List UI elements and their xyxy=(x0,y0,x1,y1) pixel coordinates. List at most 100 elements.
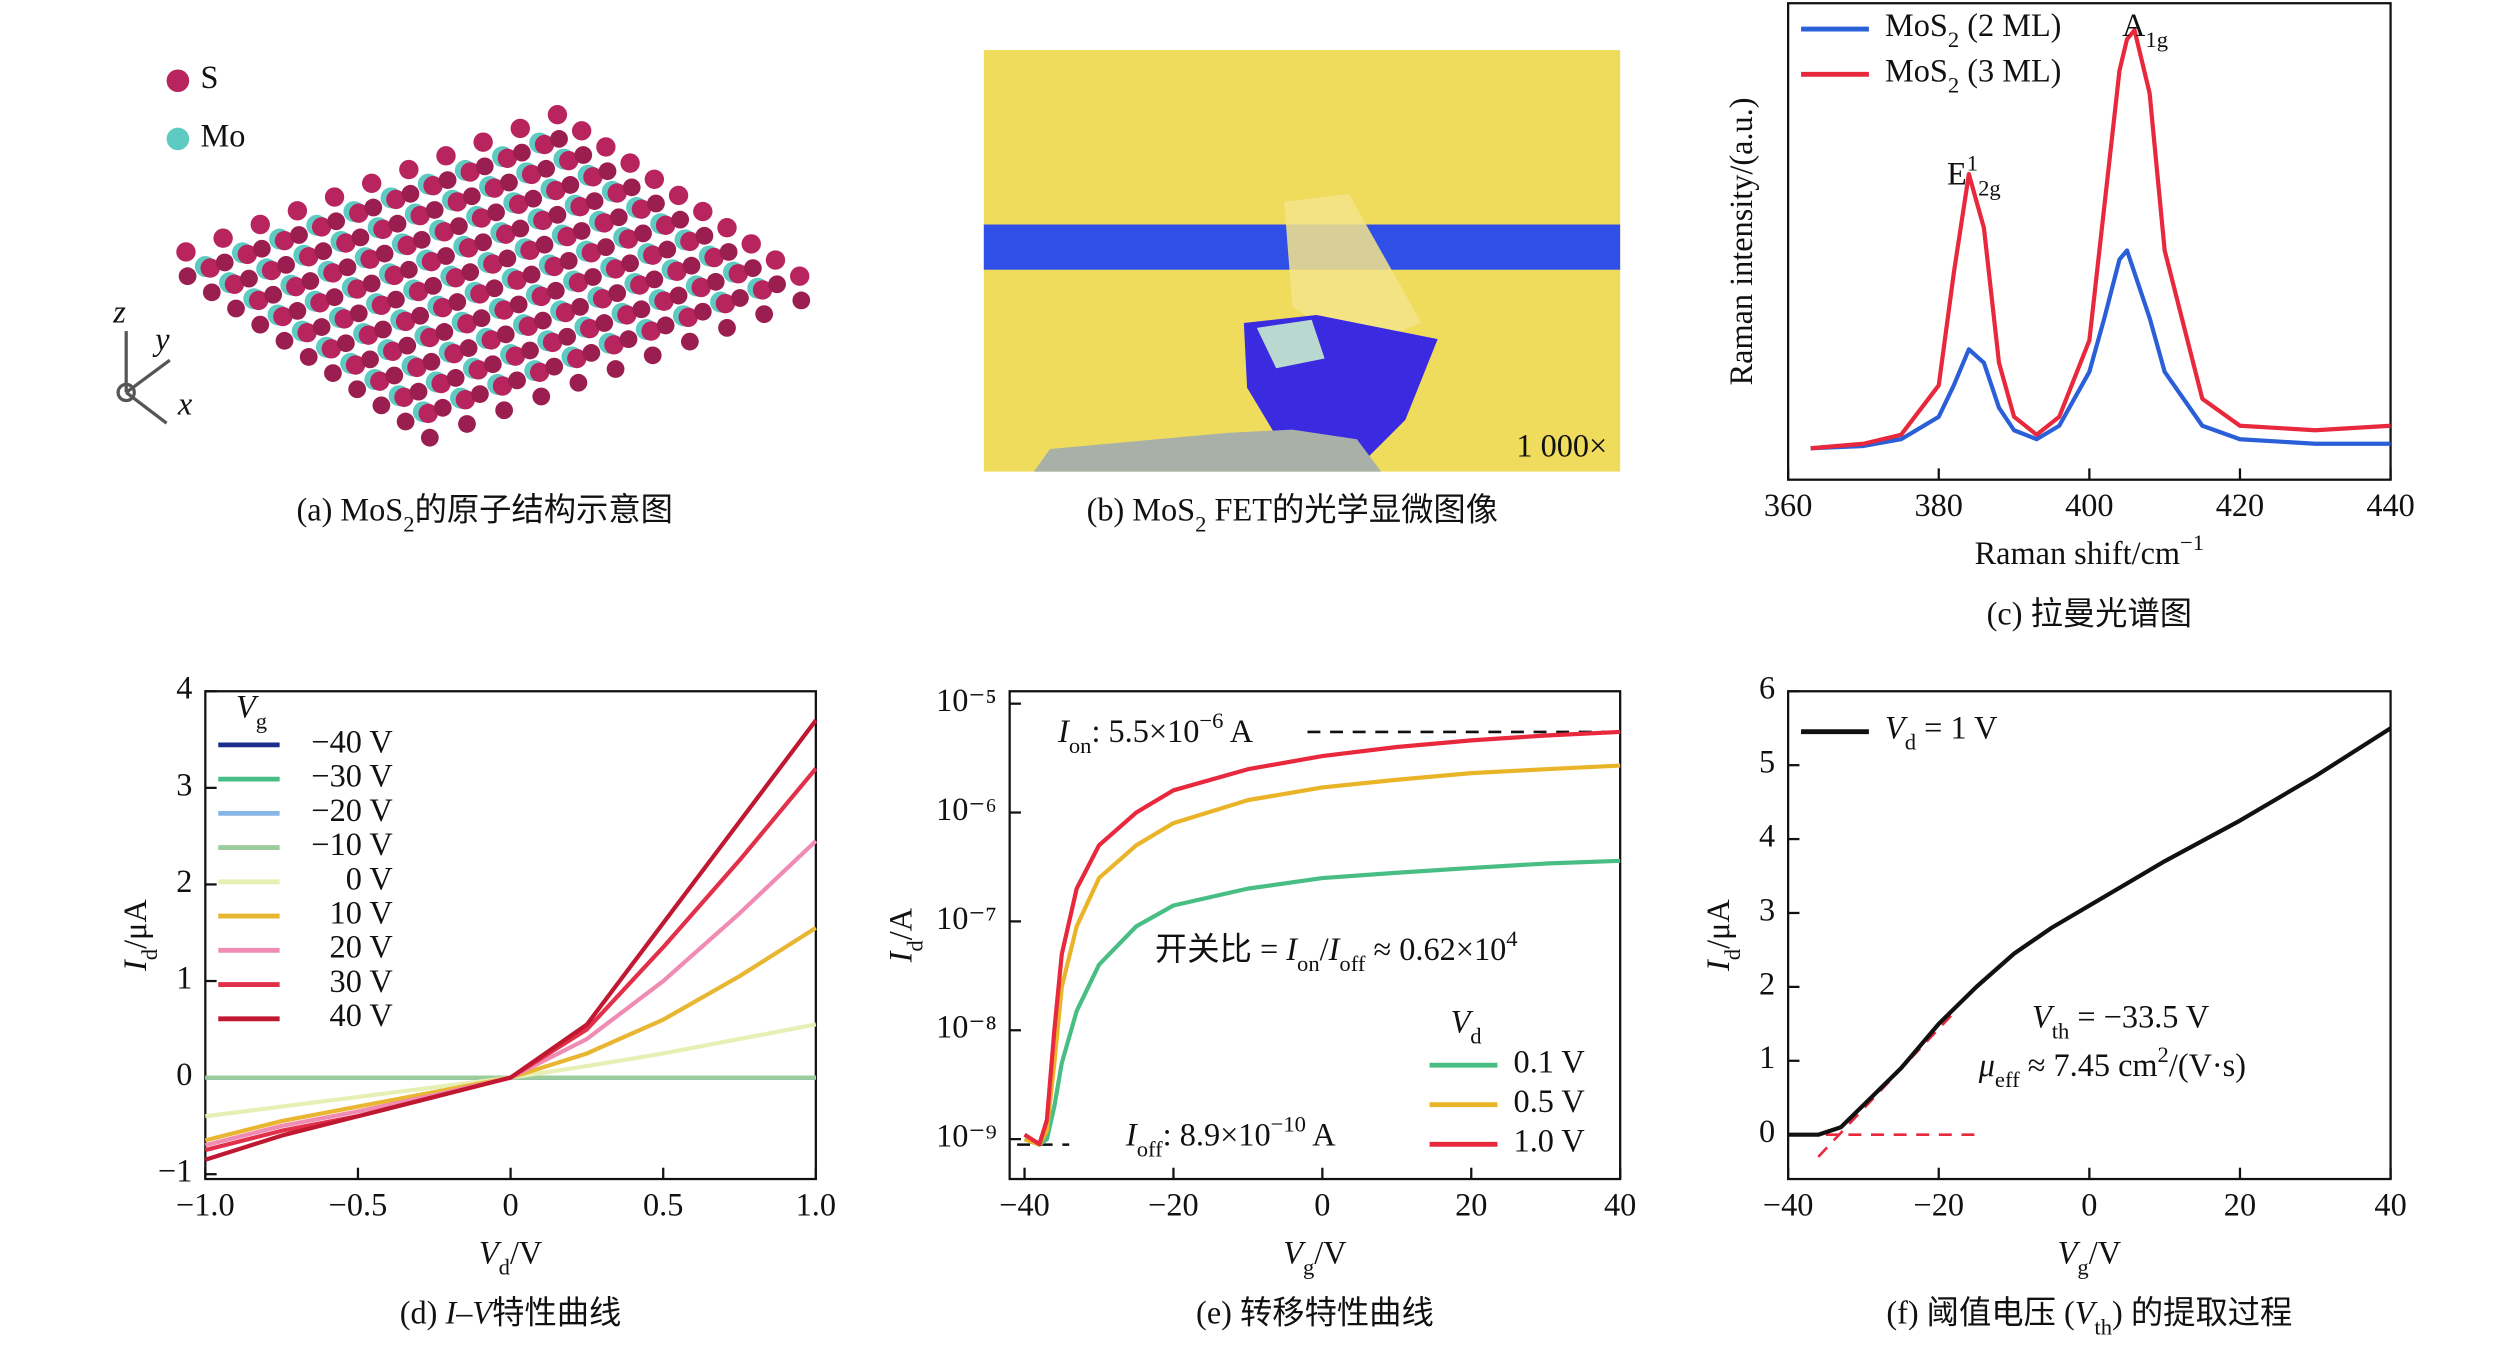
y-tick-label: 10⁻⁵ xyxy=(936,682,997,718)
s-atom xyxy=(474,233,493,252)
s-atom xyxy=(399,260,418,279)
text-part: off xyxy=(1137,1136,1163,1161)
s-atom xyxy=(473,132,493,152)
text-part: d xyxy=(1905,729,1917,754)
s-atom xyxy=(598,162,617,181)
s-atom xyxy=(561,176,580,194)
text-part: / xyxy=(1320,931,1329,967)
x-tick-label: 380 xyxy=(1915,487,1963,523)
s-atom xyxy=(370,371,390,391)
text-part: ≈ 0.62×10 xyxy=(1365,931,1506,967)
s-atom xyxy=(583,167,603,187)
s-atom xyxy=(571,121,592,141)
s-atom xyxy=(459,339,478,357)
s-atom xyxy=(358,325,379,345)
text-part: g xyxy=(1303,1254,1314,1279)
s-atom xyxy=(423,176,443,196)
text-part: I xyxy=(1125,1117,1139,1153)
legend-label: 40 V xyxy=(330,997,393,1033)
s-atom xyxy=(345,355,366,375)
s-atom xyxy=(580,318,600,339)
annotation: Ioff: 8.9×10−10 A xyxy=(1125,1111,1336,1161)
s-atom xyxy=(533,210,553,231)
text-part: 1 xyxy=(1967,150,1978,175)
text-part: eff xyxy=(1995,1067,2020,1092)
s-atom xyxy=(495,401,514,420)
series-line xyxy=(1023,858,1621,1147)
s-atom xyxy=(314,242,333,261)
text-part: FET的光学显微图像 xyxy=(1206,492,1498,528)
legend-label: MoS2 (2 ML) xyxy=(1885,7,2061,51)
s-atom xyxy=(382,341,403,361)
x-tick-label: 0 xyxy=(2081,1187,2097,1223)
s-atom xyxy=(719,243,738,261)
s-atom xyxy=(250,214,270,235)
s-atom xyxy=(668,185,689,206)
s-atom xyxy=(336,334,355,353)
s-atom xyxy=(656,316,675,335)
annotation: A1g xyxy=(2122,7,2168,51)
s-atom xyxy=(500,173,518,192)
caption: (b) MoS2 FET的光学显微图像 xyxy=(1087,492,1498,536)
s-atom xyxy=(420,428,439,447)
text-part: : 8.9×10 xyxy=(1163,1117,1271,1153)
text-part: MoS xyxy=(1885,53,1948,89)
s-atom xyxy=(497,148,518,168)
s-atom xyxy=(531,286,551,307)
series-line xyxy=(204,767,818,1153)
s-atom xyxy=(706,272,725,291)
flake xyxy=(1033,429,1382,472)
y-axis-label: Id/μA xyxy=(1700,899,1744,972)
s-atom xyxy=(596,238,615,256)
text-part: 特性曲线 xyxy=(492,1295,621,1331)
s-atom xyxy=(360,249,380,269)
s-atom xyxy=(792,291,811,310)
s-atom xyxy=(542,332,563,353)
y-tick-label: 6 xyxy=(1759,670,1775,706)
s-atom xyxy=(338,258,357,277)
text-part: (3 ML) xyxy=(1959,53,2061,89)
s-atom xyxy=(592,289,613,309)
s-atom xyxy=(251,315,270,334)
series-line xyxy=(1788,726,2392,1137)
x-tick-label: −1.0 xyxy=(176,1187,235,1223)
s-atom xyxy=(671,210,690,229)
s-atom xyxy=(384,265,404,286)
x-tick-label: 40 xyxy=(2374,1187,2406,1223)
x-tick-label: 40 xyxy=(1604,1187,1636,1223)
series-line xyxy=(204,926,817,1143)
s-atom xyxy=(475,157,494,176)
s-atom xyxy=(277,255,295,274)
caption: (f) 阈值电压 (Vth) 的提取过程 xyxy=(1886,1295,2292,1339)
x-tick-label: 440 xyxy=(2366,487,2414,523)
s-atom xyxy=(202,283,221,302)
s-atom xyxy=(634,224,652,243)
text-part: V xyxy=(1451,1004,1474,1040)
s-atom xyxy=(632,300,651,319)
x-axis-label: Vg/V xyxy=(2058,1235,2121,1279)
y-tick-label: 3 xyxy=(176,766,192,802)
text-part: d xyxy=(499,1254,511,1279)
text-part: V xyxy=(1885,710,1908,746)
caption: (e) 转移特性曲线 xyxy=(1196,1295,1434,1331)
series-line xyxy=(1023,729,1621,1147)
legend-label: −10 V xyxy=(311,826,392,862)
s-atom xyxy=(582,344,601,362)
s-atom xyxy=(718,318,736,337)
s-atom xyxy=(351,228,370,247)
s-atom xyxy=(622,178,641,197)
legend-label: −30 V xyxy=(311,758,392,794)
s-atom xyxy=(408,281,429,302)
s-atom xyxy=(299,348,318,366)
s-atom xyxy=(397,235,417,256)
s-atom xyxy=(605,259,626,279)
text-part: /V xyxy=(510,1235,542,1271)
s-atom xyxy=(178,267,197,286)
s-atom xyxy=(398,336,417,355)
text-part: 2g xyxy=(1978,175,2001,200)
s-atom xyxy=(444,344,464,364)
s-atom xyxy=(728,264,749,284)
s-atom xyxy=(595,314,614,332)
text-part: −1 xyxy=(2180,530,2204,555)
text-part: 4 xyxy=(1506,926,1517,951)
